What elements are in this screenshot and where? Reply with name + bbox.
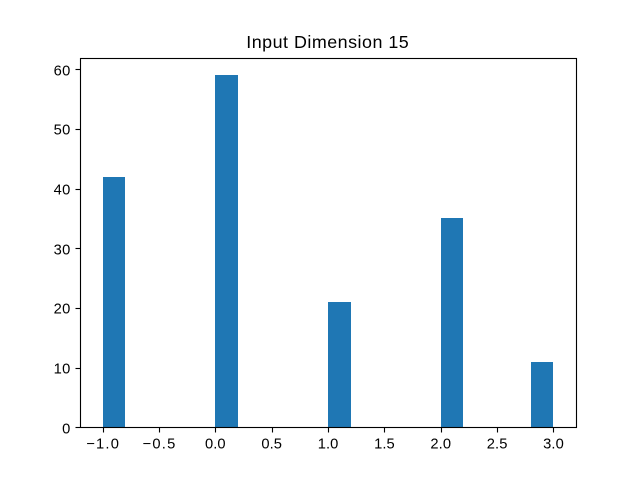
svg-text:40: 40: [54, 182, 71, 198]
svg-text:20: 20: [54, 301, 71, 317]
svg-text:−0.5: −0.5: [143, 436, 176, 452]
svg-text:50: 50: [54, 122, 71, 138]
svg-text:0.5: 0.5: [261, 436, 282, 452]
svg-text:3.0: 3.0: [543, 436, 564, 452]
svg-text:0.0: 0.0: [205, 436, 226, 452]
svg-text:Input Dimension 15: Input Dimension 15: [246, 32, 409, 52]
svg-text:1.0: 1.0: [318, 436, 339, 452]
svg-text:−1.0: −1.0: [86, 436, 119, 452]
svg-text:0: 0: [62, 421, 70, 437]
svg-text:60: 60: [54, 63, 71, 79]
svg-text:1.5: 1.5: [374, 436, 395, 452]
svg-text:2.0: 2.0: [430, 436, 451, 452]
svg-text:30: 30: [54, 242, 71, 258]
svg-text:2.5: 2.5: [487, 436, 508, 452]
svg-text:10: 10: [54, 361, 71, 377]
